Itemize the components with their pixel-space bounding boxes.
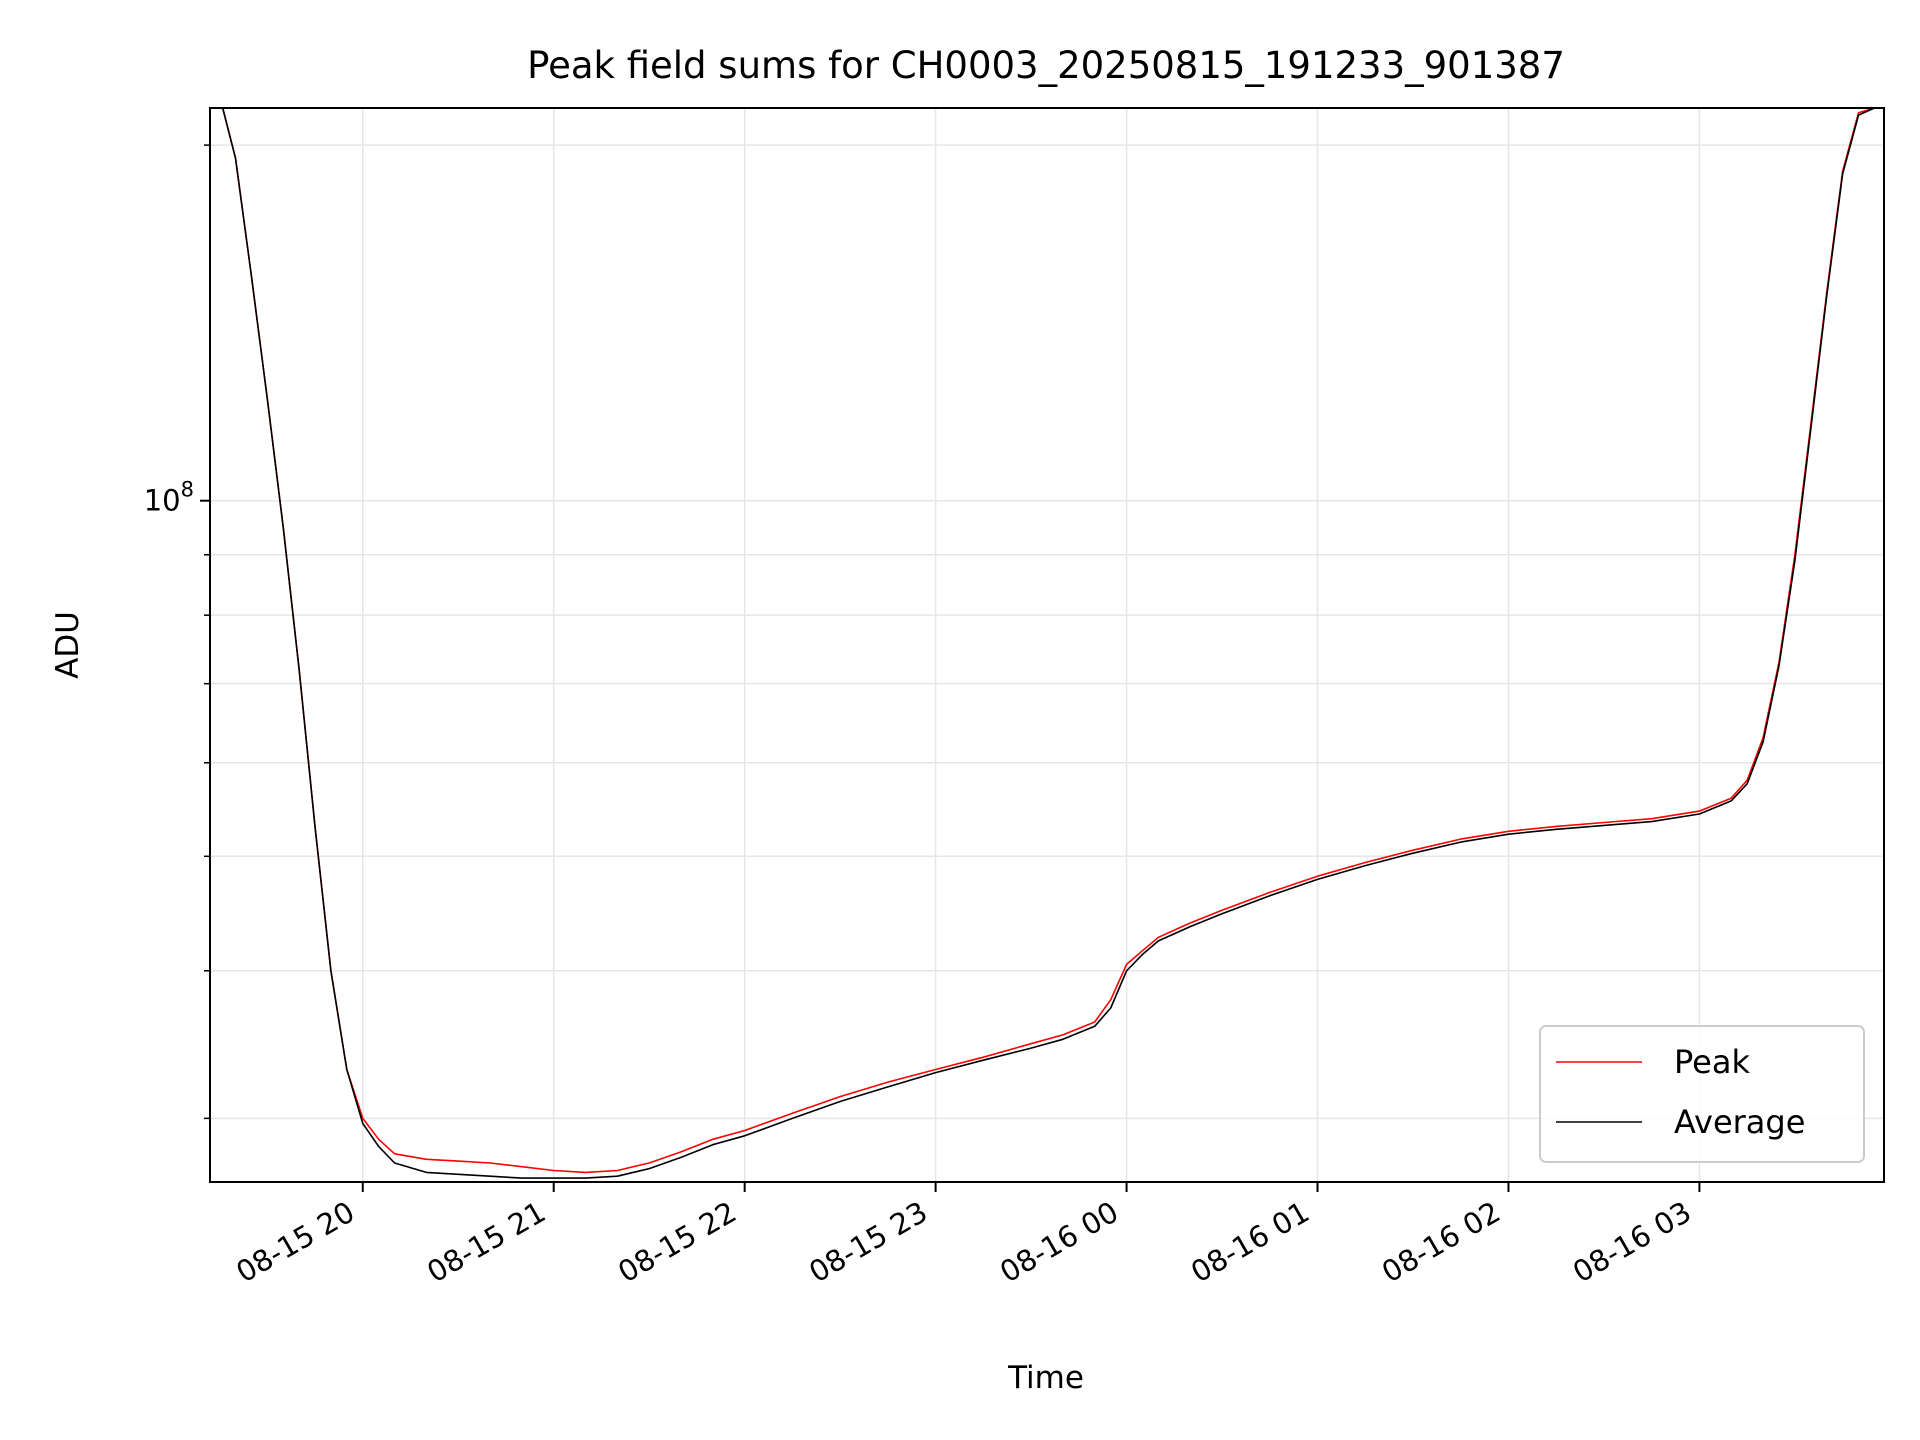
series-layer bbox=[210, 107, 1884, 1179]
legend: Peak Average bbox=[1539, 1025, 1865, 1163]
legend-label-peak: Peak bbox=[1674, 1043, 1750, 1081]
y-axis: 108 bbox=[144, 144, 210, 1120]
y-tick-label: 108 bbox=[144, 478, 194, 518]
legend-label-average: Average bbox=[1674, 1103, 1805, 1141]
y-axis-label: ADU bbox=[50, 611, 86, 679]
series-line-average bbox=[210, 107, 1884, 1179]
legend-box bbox=[1539, 1025, 1865, 1163]
grid bbox=[210, 108, 1884, 1182]
series-line-peak bbox=[210, 107, 1884, 1174]
chart-title: Peak field sums for CH0003_20250815_1912… bbox=[527, 44, 1565, 87]
plot-frame bbox=[209, 107, 1885, 1183]
x-axis-label: Time bbox=[1007, 1360, 1084, 1396]
